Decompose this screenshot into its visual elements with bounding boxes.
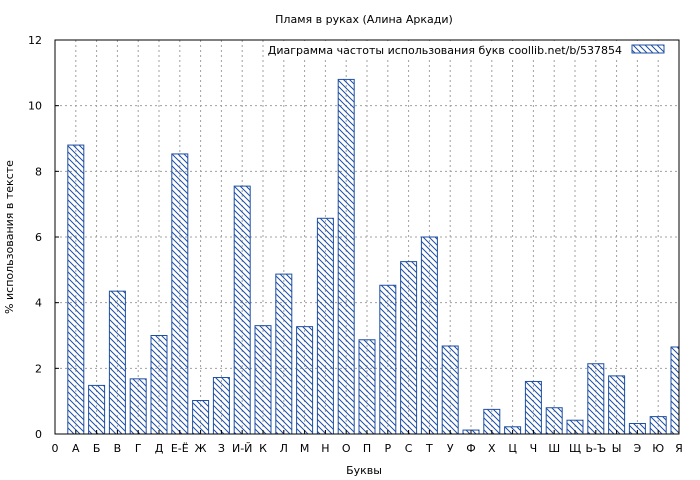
x-tick-label: А <box>72 442 80 455</box>
plot-frame <box>54 39 680 435</box>
y-tick-label: 6 <box>35 231 42 244</box>
bar <box>108 290 126 435</box>
x-tick-label: Ю <box>652 442 664 455</box>
x-tick-label: И-Й <box>232 442 252 455</box>
x-tick-label: З <box>218 442 225 455</box>
x-tick-label: Ы <box>612 442 622 455</box>
x-tick-label: Ж <box>195 442 207 455</box>
x-tick-label: Б <box>93 442 101 455</box>
x-tick-label: Э <box>634 442 642 455</box>
bar <box>316 217 334 435</box>
bar <box>337 78 355 435</box>
x-tick-label: П <box>363 442 371 455</box>
bar <box>254 325 272 435</box>
bar <box>608 375 626 435</box>
bar <box>420 236 438 435</box>
bar <box>88 384 106 435</box>
bar <box>358 339 376 435</box>
x-tick-label: Т <box>425 442 433 455</box>
bar <box>67 144 85 435</box>
bar <box>129 378 147 435</box>
bar <box>212 377 230 435</box>
x-tick-label: Н <box>321 442 329 455</box>
bar <box>670 346 680 435</box>
x-tick-label: Щ <box>569 442 581 455</box>
x-tick-label: В <box>114 442 122 455</box>
legend-label: Диаграмма частоты использования букв coo… <box>268 44 622 57</box>
legend-box <box>270 41 678 59</box>
chart-title: Пламя в руках (Алина Аркади) <box>275 13 453 26</box>
bar <box>587 363 605 435</box>
y-tick-label: 10 <box>28 100 42 113</box>
x-tick-label: М <box>300 442 310 455</box>
x-tick-label: О <box>342 442 351 455</box>
bar <box>524 380 542 435</box>
bar <box>171 153 189 435</box>
x-tick-label: Ь-Ъ <box>585 442 606 455</box>
bar <box>233 185 251 435</box>
bar <box>379 284 397 435</box>
x-tick-label: Ч <box>530 442 538 455</box>
x-tick-label: 0 <box>52 442 59 455</box>
bars <box>67 78 680 435</box>
y-tick-label: 8 <box>35 165 42 178</box>
y-tick-label: 0 <box>35 428 42 441</box>
x-tick-label: С <box>405 442 413 455</box>
legend: Диаграмма частоты использования букв coo… <box>268 41 678 59</box>
bar <box>400 261 418 435</box>
x-axis-ticks: 0 А Б В Г Д Е-Ё Ж З И-Й К Л М Н О П Р С Т У Ф Х Ц Ч Ш Щ Ь-Ъ Ы Э Ю Я <box>52 430 683 455</box>
bar <box>441 345 459 435</box>
x-tick-label: К <box>259 442 267 455</box>
x-tick-label: Р <box>384 442 391 455</box>
x-tick-label: Л <box>280 442 288 455</box>
x-axis-label: Буквы <box>346 464 382 477</box>
x-tick-label: Е-Ё <box>171 442 189 455</box>
x-tick-label: Ф <box>466 442 475 455</box>
x-tick-label: Я <box>675 442 683 455</box>
bar <box>150 335 168 435</box>
y-axis-label: % использования в тексте <box>3 160 16 314</box>
legend-swatch <box>631 44 665 54</box>
y-tick-label: 4 <box>35 297 42 310</box>
bar <box>192 400 210 435</box>
x-tick-label: Д <box>155 442 164 455</box>
x-tick-label: Ц <box>508 442 517 455</box>
x-tick-label: У <box>447 442 454 455</box>
y-axis-ticks: 0 2 4 6 8 10 12 <box>28 34 59 441</box>
y-tick-label: 12 <box>28 34 42 47</box>
bar <box>275 273 293 435</box>
x-tick-label: Х <box>488 442 496 455</box>
bar <box>296 326 314 435</box>
y-tick-label: 2 <box>35 362 42 375</box>
x-tick-label: Ш <box>548 442 560 455</box>
x-tick-label: Г <box>135 442 142 455</box>
